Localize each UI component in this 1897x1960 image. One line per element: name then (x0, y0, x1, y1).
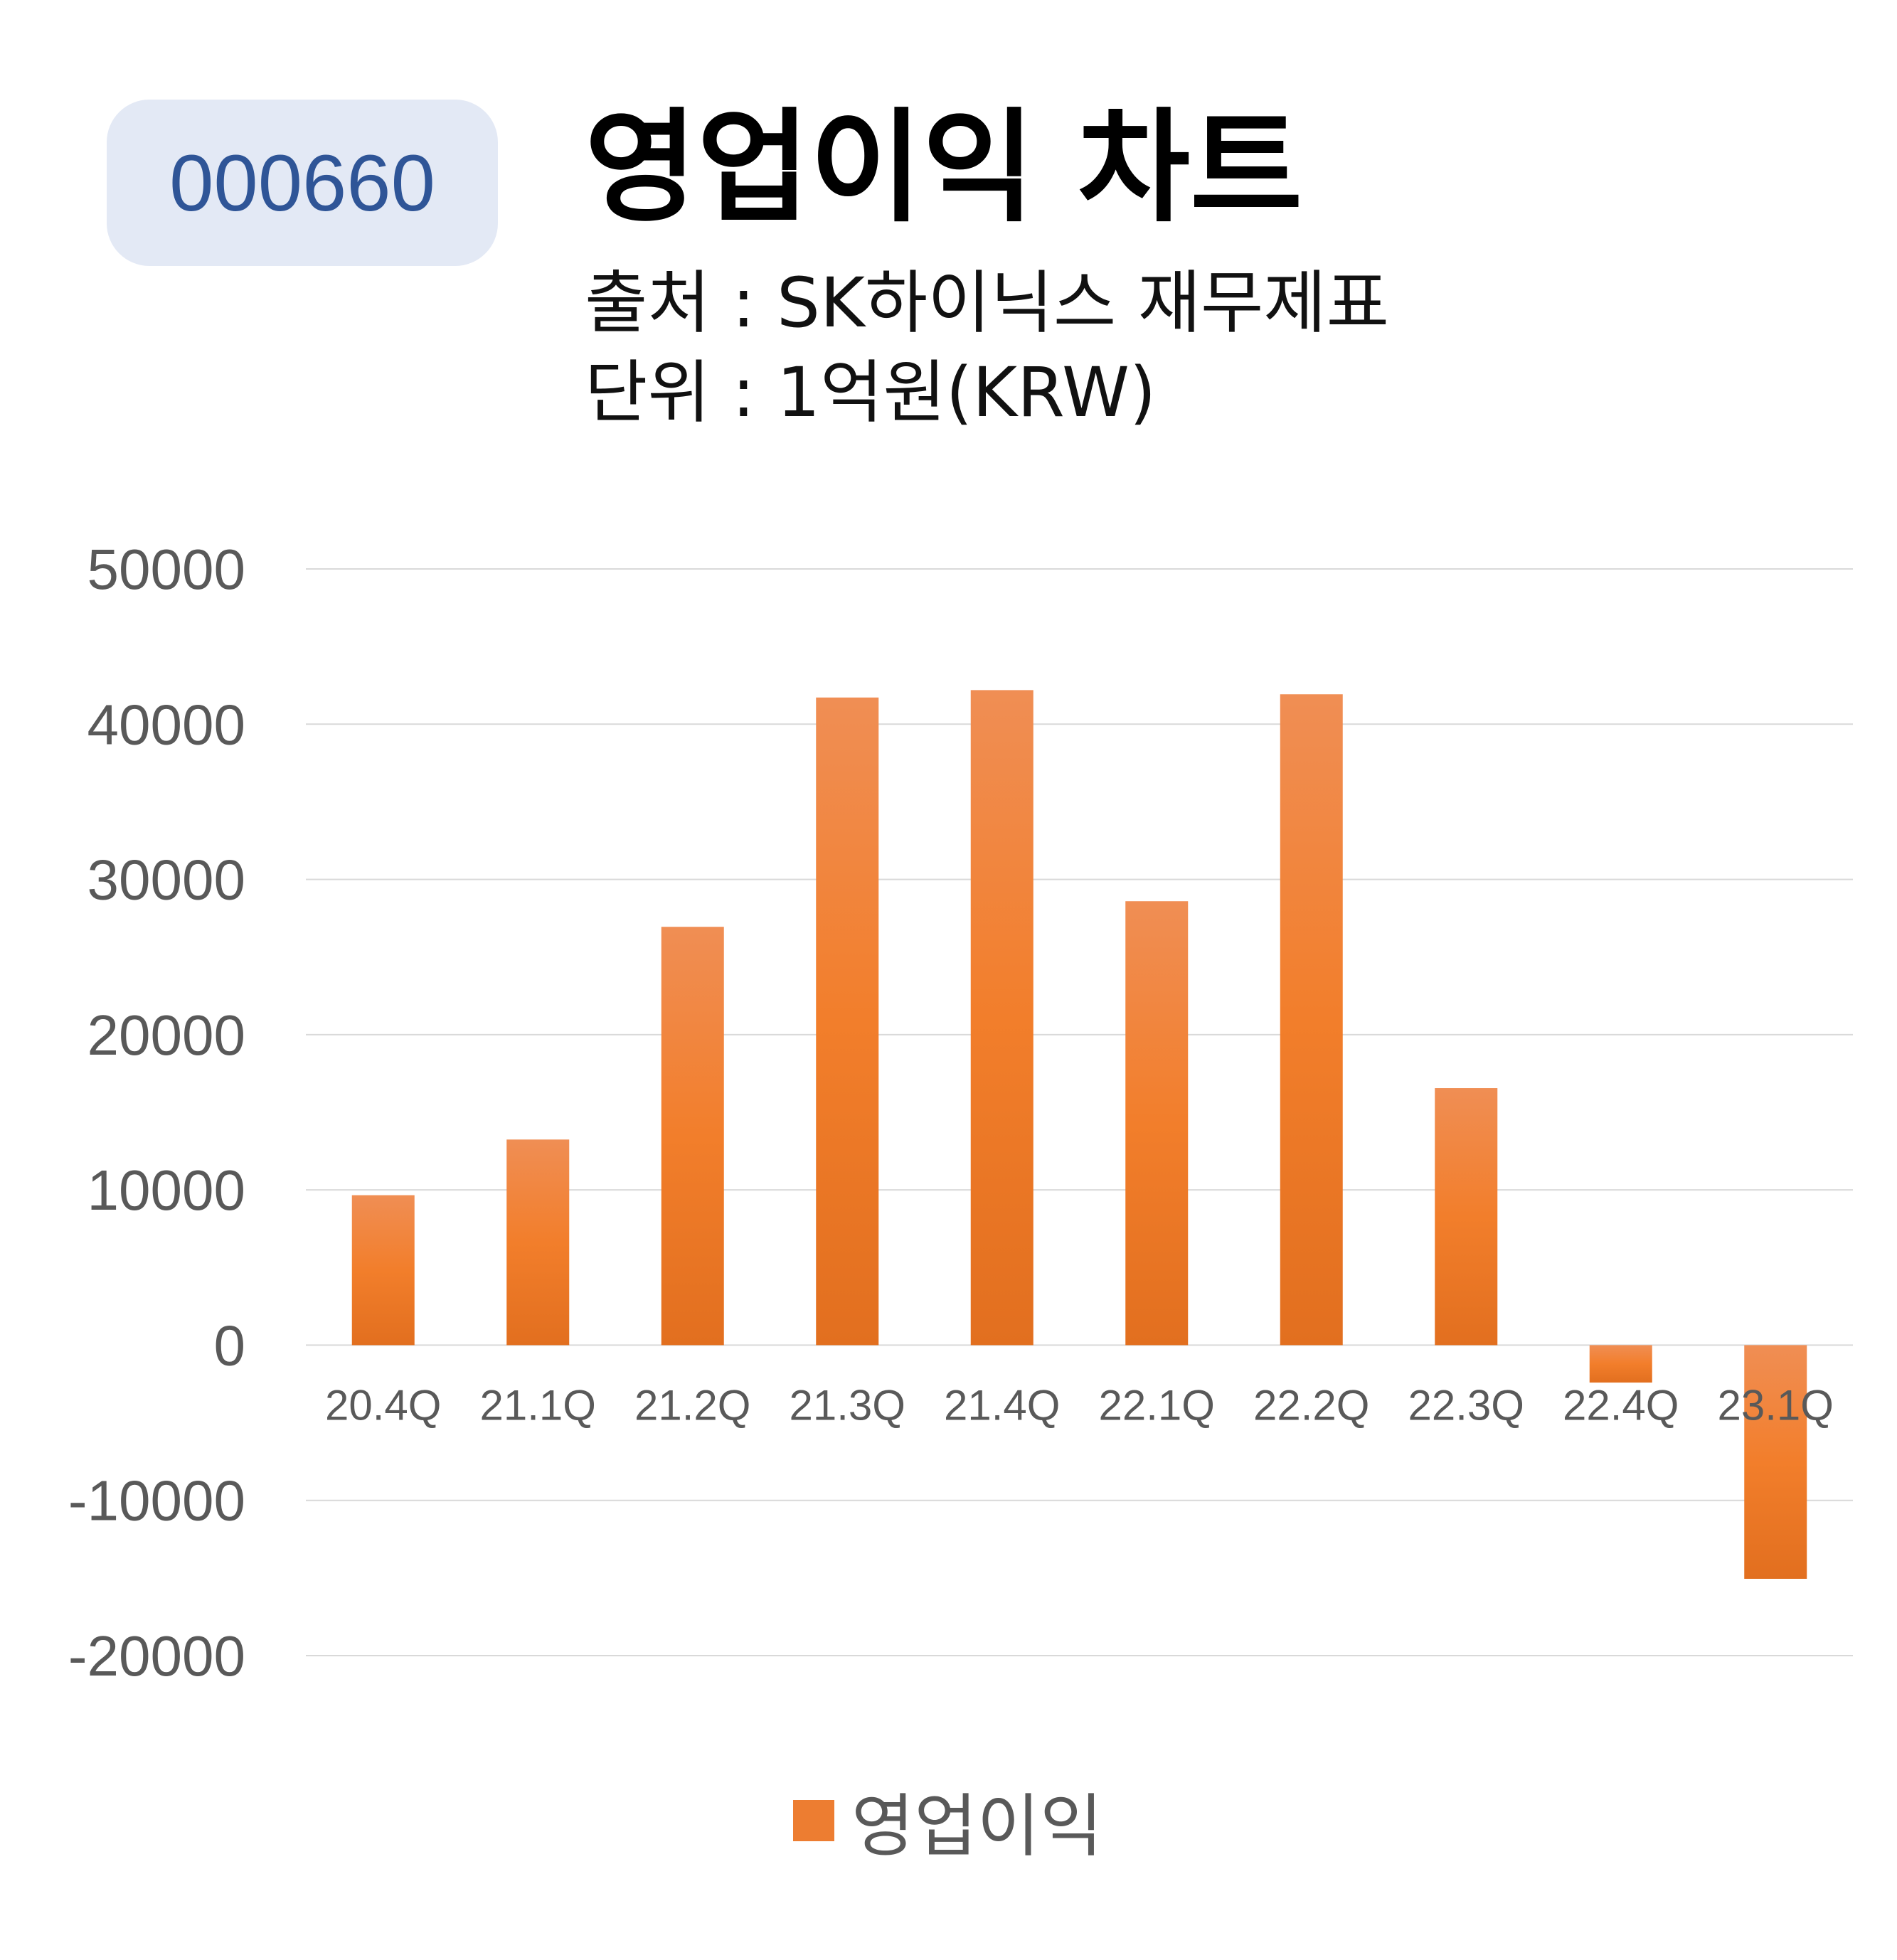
x-tick-label: 21.4Q (944, 1381, 1060, 1429)
x-tick-label: 21.2Q (634, 1381, 750, 1429)
bar-21.4Q (970, 690, 1033, 1346)
y-tick-label: 30000 (87, 848, 245, 912)
bar-chart: 50000 40000 30000 20000 10000 0 -10000 -20000 2… (68, 538, 1853, 1688)
bar-21.3Q (816, 697, 879, 1346)
ticker-code: 000660 (169, 138, 435, 228)
chart-title: 영업이익 차트 (585, 96, 1303, 239)
y-axis-ticks: 50000 40000 30000 20000 10000 0 -10000 -20000 (68, 538, 245, 1688)
bar-22.2Q (1280, 694, 1343, 1346)
y-tick-label: -10000 (68, 1469, 245, 1533)
x-tick-label: 21.1Q (480, 1381, 596, 1429)
bar-22.3Q (1435, 1088, 1498, 1346)
legend: 영업이익 (793, 1771, 1102, 1870)
bar-23.1Q (1744, 1345, 1807, 1579)
bar-21.2Q (661, 927, 724, 1346)
gridlines (306, 568, 1853, 1656)
y-tick-label: 10000 (87, 1159, 245, 1222)
y-tick-label: 40000 (87, 693, 245, 756)
x-tick-label: 22.4Q (1563, 1381, 1679, 1429)
bars (351, 690, 1807, 1579)
x-tick-label: 20.4Q (325, 1381, 441, 1429)
bar-22.1Q (1125, 901, 1189, 1346)
y-tick-label: 50000 (87, 538, 245, 601)
bar-20.4Q (351, 1195, 415, 1346)
x-tick-label: 22.1Q (1099, 1381, 1215, 1429)
y-tick-label: 20000 (87, 1003, 245, 1067)
legend-swatch (793, 1799, 834, 1841)
y-tick-label: -20000 (68, 1624, 245, 1688)
source-line: 출처 : SK하이닉스 재무제표 (585, 263, 1389, 343)
x-axis-labels: 20.4Q 21.1Q 21.2Q 21.3Q 21.4Q 22.1Q 22.2Q 22.3Q… (325, 1381, 1834, 1429)
bar-22.4Q (1589, 1345, 1652, 1383)
bar-21.1Q (506, 1139, 570, 1346)
x-tick-label: 23.1Q (1718, 1381, 1834, 1429)
legend-label: 영업이익 (851, 1786, 1103, 1866)
x-tick-label: 22.2Q (1253, 1381, 1369, 1429)
unit-line: 단위 : 1억원(KRW) (585, 353, 1157, 432)
y-tick-label: 0 (214, 1314, 246, 1377)
ticker-badge: 000660 (107, 100, 498, 266)
x-tick-label: 22.3Q (1408, 1381, 1524, 1429)
x-tick-label: 21.3Q (790, 1381, 905, 1429)
